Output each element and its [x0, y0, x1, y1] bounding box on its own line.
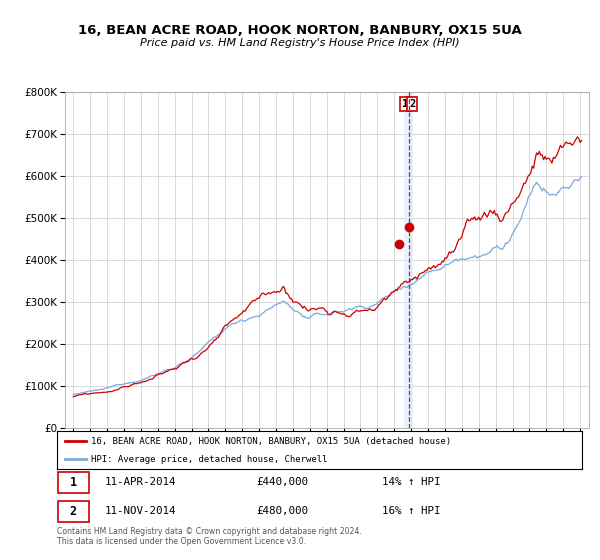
Text: HPI: Average price, detached house, Cherwell: HPI: Average price, detached house, Cher…: [91, 455, 328, 464]
Bar: [58, 501, 89, 522]
Text: 11-NOV-2014: 11-NOV-2014: [104, 506, 176, 516]
Text: 1: 1: [70, 475, 77, 489]
Bar: [404, 92, 413, 428]
Text: 2: 2: [70, 505, 77, 518]
Text: 14% ↑ HPI: 14% ↑ HPI: [383, 477, 441, 487]
Bar: [58, 472, 89, 493]
Text: Price paid vs. HM Land Registry's House Price Index (HPI): Price paid vs. HM Land Registry's House …: [140, 38, 460, 48]
Text: 1: 1: [402, 99, 408, 109]
Text: 16, BEAN ACRE ROAD, HOOK NORTON, BANBURY, OX15 5UA (detached house): 16, BEAN ACRE ROAD, HOOK NORTON, BANBURY…: [91, 437, 451, 446]
Text: 16, BEAN ACRE ROAD, HOOK NORTON, BANBURY, OX15 5UA: 16, BEAN ACRE ROAD, HOOK NORTON, BANBURY…: [78, 24, 522, 36]
Text: 16% ↑ HPI: 16% ↑ HPI: [383, 506, 441, 516]
Text: 2: 2: [409, 99, 415, 109]
Text: £440,000: £440,000: [257, 477, 308, 487]
Text: 11-APR-2014: 11-APR-2014: [104, 477, 176, 487]
Text: £480,000: £480,000: [257, 506, 308, 516]
Text: Contains HM Land Registry data © Crown copyright and database right 2024.
This d: Contains HM Land Registry data © Crown c…: [57, 526, 362, 546]
